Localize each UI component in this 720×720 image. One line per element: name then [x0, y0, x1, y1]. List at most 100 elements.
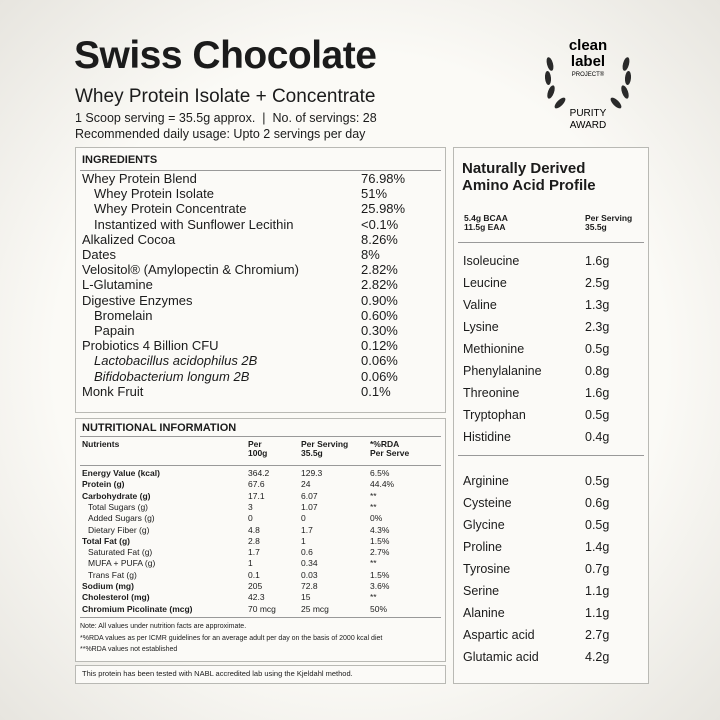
- nutrition-cell: 3: [248, 501, 253, 512]
- nutrition-cell: 1.7: [301, 524, 313, 535]
- ingredient-value: 0.30%: [361, 323, 398, 338]
- nutrition-cell: Total Fat (g): [82, 535, 130, 546]
- nutrition-cell: 205: [248, 581, 263, 591]
- amino-box: Naturally Derived Amino Acid Profile 5.4…: [453, 147, 649, 684]
- amino-name: Methionine: [463, 342, 525, 356]
- nutrition-cell: 1: [248, 558, 253, 569]
- amino-name: Tryptophan: [463, 408, 526, 422]
- nutrition-cell: Protein (g): [82, 479, 125, 490]
- amino-value: 0.4g: [585, 430, 610, 444]
- column-header: Nutrients: [82, 439, 120, 449]
- nutrition-cell: 42.3: [248, 592, 265, 603]
- nutrition-cell: 72.8: [301, 581, 318, 591]
- ingredient-name: Papain: [94, 323, 135, 338]
- amino-value: 0.7g: [585, 562, 610, 576]
- nutrition-cell: 1.5%: [370, 569, 390, 580]
- amino-name: Leucine: [463, 276, 507, 290]
- nutrition-cell: 24: [301, 479, 311, 490]
- nutrition-cell: 2.8: [248, 535, 260, 546]
- amino-name: Proline: [463, 540, 502, 554]
- ingredient-name: Velositol® (Amylopectin & Chromium): [82, 262, 299, 278]
- ingredient-name: Whey Protein Isolate: [94, 186, 214, 202]
- nutrition-cell: 0.1: [248, 569, 260, 580]
- column-header: Per 100g: [248, 439, 268, 459]
- nutrition-cell: Sodium (mg): [82, 581, 134, 591]
- amino-value: 0.5g: [585, 518, 610, 532]
- amino-value: 0.6g: [585, 496, 610, 510]
- column-header: *%RDA Per Serve: [370, 439, 410, 459]
- serving: 1 Scoop serving = 35.5g approx. | No. of…: [75, 111, 377, 125]
- nutrition-cell: 0.03: [301, 569, 318, 580]
- amino-value: 0.5g: [585, 342, 610, 356]
- nutrition-cell: 3.6%: [370, 581, 390, 591]
- ingredient-value: <0.1%: [361, 216, 399, 232]
- nutrition-cell: 6.5%: [370, 468, 390, 478]
- amino-value: 0.8g: [585, 364, 610, 378]
- ingredient-name: Instantized with Sunflower Lecithin: [94, 216, 294, 232]
- ingredient-value: 0.06%: [361, 368, 398, 384]
- badge-text: clean: [569, 37, 607, 54]
- footer: This protein has been tested with NABL a…: [82, 669, 353, 678]
- nutrition-cell: 1.5%: [370, 535, 390, 546]
- nutrition-cell: 67.6: [248, 479, 265, 490]
- ingredient-value: 2.82%: [361, 262, 398, 278]
- amino-name: Threonine: [463, 386, 520, 400]
- amino-right-header: Per Serving 35.5g: [585, 213, 633, 233]
- footer-box: This protein has been tested with NABL a…: [75, 665, 446, 684]
- amino-value: 1.3g: [585, 298, 610, 312]
- nutrition-cell: Added Sugars (g): [88, 513, 155, 524]
- nutrition-cell: 4.3%: [370, 524, 390, 535]
- nutrition-cell: 1.07: [301, 501, 318, 512]
- amino-name: Phenylalanine: [463, 364, 542, 378]
- amino-value: 2.5g: [585, 276, 610, 290]
- ingredient-value: 2.82%: [361, 277, 398, 293]
- nutrition-cell: Dietary Fiber (g): [88, 524, 150, 535]
- amino-title: Naturally Derived Amino Acid Profile: [462, 160, 596, 194]
- amino-value: 2.3g: [585, 320, 610, 334]
- amino-name: Aspartic acid: [463, 628, 535, 642]
- nutrition-cell: 0: [301, 513, 306, 524]
- heading: INGREDIENTS: [82, 154, 158, 166]
- ingredient-value: 8%: [361, 247, 380, 262]
- ingredient-value: 8.26%: [361, 231, 398, 247]
- nutrition-cell: 0: [248, 513, 253, 524]
- amino-value: 0.5g: [585, 408, 610, 422]
- badge-text: PROJECT®: [572, 71, 605, 78]
- amino-left-header: 5.4g BCAA 11.5g EAA: [464, 213, 508, 233]
- amino-name: Alanine: [463, 606, 505, 620]
- note: *%RDA values as per ICMR guidelines for …: [80, 634, 383, 642]
- ingredient-value: 0.90%: [361, 292, 398, 308]
- amino-name: Arginine: [463, 474, 509, 488]
- amino-value: 2.7g: [585, 628, 610, 642]
- nutrition-cell: Total Sugars (g): [88, 501, 148, 512]
- nutrition-cell: 15: [301, 592, 311, 603]
- nutrition-cell: 17.1: [248, 490, 265, 501]
- amino-value: 1.1g: [585, 584, 610, 598]
- nutrition-cell: Saturated Fat (g): [88, 547, 153, 558]
- nutrition-cell: MUFA + PUFA (g): [88, 558, 156, 569]
- amino-name: Serine: [463, 584, 500, 598]
- nutrition-cell: 0.34: [301, 558, 318, 569]
- ingredient-value: 0.06%: [361, 353, 398, 369]
- badge-text: label: [571, 53, 605, 70]
- subtitle: Whey Protein Isolate + Concentrate: [75, 86, 376, 107]
- amino-name: Isoleucine: [463, 254, 520, 268]
- nutrition-cell: Chromium Picolinate (mcg): [82, 603, 193, 614]
- ingredient-name: Bifidobacterium longum 2B: [94, 368, 250, 384]
- amino-name: Histidine: [463, 430, 511, 444]
- badge-text: PURITY: [570, 108, 607, 119]
- nutrition-cell: 0%: [370, 513, 383, 524]
- title: Swiss Chocolate: [74, 34, 377, 77]
- amino-name: Glutamic acid: [463, 650, 539, 664]
- nutrition-cell: **: [370, 558, 377, 569]
- ingredient-value: 0.60%: [361, 307, 398, 323]
- ingredient-name: L-Glutamine: [82, 277, 153, 293]
- ingredient-name: Digestive Enzymes: [82, 292, 193, 308]
- nutrition-cell: **: [370, 592, 377, 603]
- usage: Recommended daily usage: Upto 2 servings…: [75, 127, 366, 141]
- amino-value: 1.1g: [585, 606, 610, 620]
- nutrition-cell: 25 mcg: [301, 603, 329, 614]
- ingredient-value: 0.1%: [361, 383, 391, 399]
- amino-value: 0.5g: [585, 474, 610, 488]
